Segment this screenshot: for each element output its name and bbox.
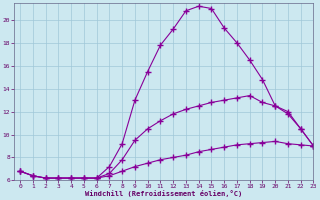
X-axis label: Windchill (Refroidissement éolien,°C): Windchill (Refroidissement éolien,°C) — [85, 190, 242, 197]
